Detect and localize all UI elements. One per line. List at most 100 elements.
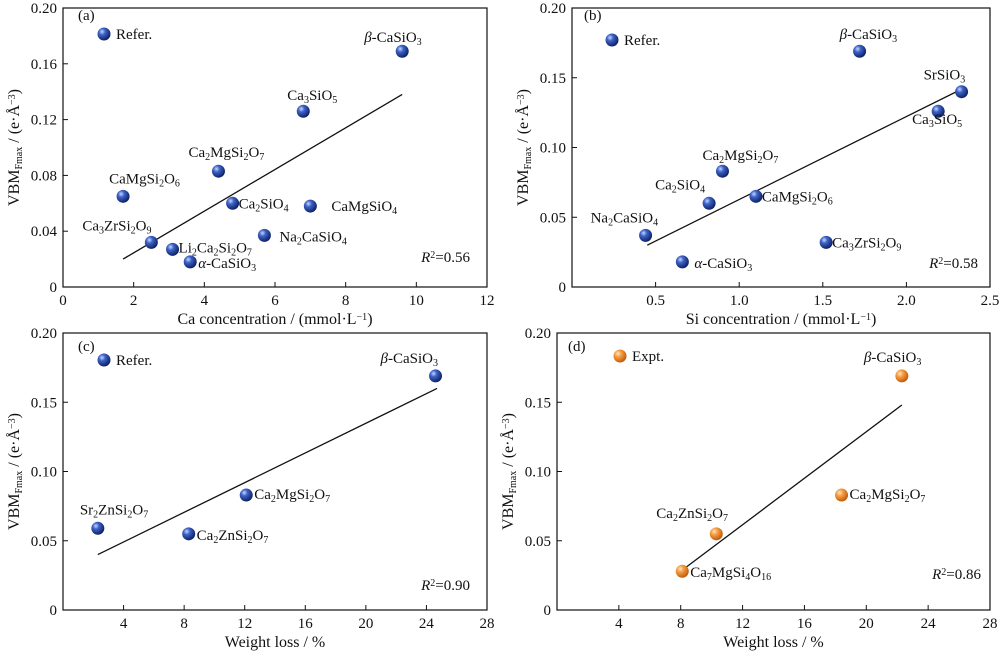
y-tick-label: 0.10: [525, 465, 551, 481]
plot-frame: [62, 332, 488, 611]
panel-label: (d): [568, 339, 586, 355]
point-label: Ca7MgSi4O16: [690, 565, 771, 583]
plot-frame: [62, 7, 488, 288]
y-tick-label: 0.20: [31, 1, 57, 17]
point-label: Ca2SiO4: [239, 196, 289, 214]
data-point: [895, 369, 909, 383]
y-tick-label: 0.08: [31, 168, 57, 184]
x-tick-label: 4: [615, 616, 623, 632]
point-label: α-CaSiO3: [198, 256, 256, 274]
y-tick-label: 0.04: [31, 224, 58, 240]
x-tick-label: 12: [735, 616, 750, 632]
point-label: CaMgSi2O6: [762, 189, 833, 207]
y-tick-label: 0: [50, 603, 58, 619]
x-tick-label: 28: [983, 616, 998, 632]
y-tick-label: 0.15: [525, 395, 551, 411]
y-tick-label: 0.15: [540, 71, 566, 87]
data-point: [955, 85, 969, 99]
x-axis-title: Ca concentration / (mmol·L−1): [177, 311, 372, 328]
x-tick-label: 10: [409, 293, 424, 309]
point-label: CaMgSiO4: [331, 199, 397, 217]
data-point: [395, 44, 409, 58]
x-tick-label: 24: [921, 616, 937, 632]
point-label: Ca2MgSi2O7: [254, 487, 330, 505]
point-label: Sr2ZnSi2O7: [80, 502, 148, 520]
fit-line: [122, 93, 403, 260]
legend-label: Refer.: [116, 353, 152, 369]
data-point: [144, 235, 158, 249]
x-tick-label: 2.0: [897, 293, 916, 309]
x-tick-label: 6: [271, 293, 279, 309]
x-axis-title: Weight loss / %: [225, 634, 325, 651]
x-tick-label: 8: [342, 293, 350, 309]
data-point: [166, 242, 180, 256]
y-tick-label: 0.20: [31, 326, 57, 342]
x-tick-label: 4: [120, 616, 128, 632]
point-label: β-CaSiO3: [380, 351, 438, 369]
legend-label: Refer.: [116, 27, 152, 43]
y-tick-label: 0.16: [31, 57, 58, 73]
point-label: Na2CaSiO4: [279, 229, 347, 247]
data-point: [749, 189, 763, 203]
legend-marker: [613, 349, 627, 363]
data-point: [91, 521, 105, 535]
legend-marker: [605, 33, 619, 47]
x-tick-label: 20: [358, 616, 373, 632]
panel-label: (b): [584, 8, 602, 24]
data-point: [819, 235, 833, 249]
plot-frame: [556, 332, 991, 611]
point-label: β-CaSiO3: [863, 350, 921, 368]
y-tick-label: 0.20: [540, 1, 566, 17]
x-tick-label: 8: [677, 616, 685, 632]
x-tick-label: 0: [59, 293, 67, 309]
r-squared: R2=0.86: [931, 567, 981, 584]
data-point: [709, 527, 723, 541]
panel-a: 0 2 4 6 8 10 12 0 0.04 0.08 0.12 0.16 0.20 Ca concent…: [5, 1, 495, 328]
r-squared: R2=0.90: [420, 578, 470, 595]
point-label: Ca2ZnSi2O7: [656, 506, 728, 524]
legend-label: Refer.: [624, 33, 660, 49]
panel-label: (a): [78, 8, 95, 24]
x-axis-title: Weight loss / %: [723, 634, 823, 651]
x-tick-label: 16: [298, 616, 314, 632]
data-point: [183, 255, 197, 269]
data-point: [835, 488, 849, 502]
x-tick-label: 8: [180, 616, 188, 632]
point-label: CaMgSi2O6: [109, 171, 180, 189]
data-point: [931, 104, 945, 118]
y-tick-label: 0.20: [525, 326, 551, 342]
panel-label: (c): [78, 339, 95, 355]
data-point: [675, 564, 689, 578]
point-label: Ca2SiO4: [655, 177, 705, 195]
r-squared: R2=0.56: [420, 250, 470, 267]
x-tick-label: 12: [480, 293, 495, 309]
point-label: Ca2MgSi2O7: [702, 148, 778, 166]
fit-line: [97, 387, 438, 556]
x-tick-label: 1.5: [813, 293, 832, 309]
y-tick-label: 0.15: [31, 395, 57, 411]
y-tick-label: 0.05: [31, 534, 57, 550]
y-tick-label: 0: [50, 280, 58, 296]
point-label: Ca3ZrSi2O9: [82, 218, 151, 236]
y-tick-label: 0.05: [540, 210, 566, 226]
data-point: [429, 369, 443, 383]
y-axis-title: VBMFmax / (e·Å−3): [514, 89, 534, 206]
fit-line: [680, 404, 903, 572]
point-label: Li2Ca2Si2O7: [179, 240, 252, 258]
panel-d: 4 8 12 16 20 24 28 0 0.05 0.10 0.15 0.20 Weight loss…: [499, 326, 998, 651]
point-label: Ca2MgSi2O7: [188, 145, 264, 163]
panel-c: 4 8 12 16 20 24 28 0 0.05 0.10 0.15 0.20 Weight loss…: [5, 326, 495, 651]
point-label: Ca2MgSi2O7: [850, 487, 926, 505]
x-tick-label: 28: [480, 616, 495, 632]
data-point: [639, 228, 653, 242]
point-label: Ca3SiO5: [287, 88, 337, 106]
data-point: [702, 196, 716, 210]
point-label: β-CaSiO3: [839, 27, 897, 45]
x-tick-label: 24: [419, 616, 435, 632]
point-label: α-CaSiO3: [694, 256, 752, 274]
point-label: SrSiO3: [924, 68, 966, 86]
data-point: [239, 488, 253, 502]
y-axis-title: VBMFmax / (e·Å−3): [499, 413, 519, 530]
data-point: [182, 527, 196, 541]
